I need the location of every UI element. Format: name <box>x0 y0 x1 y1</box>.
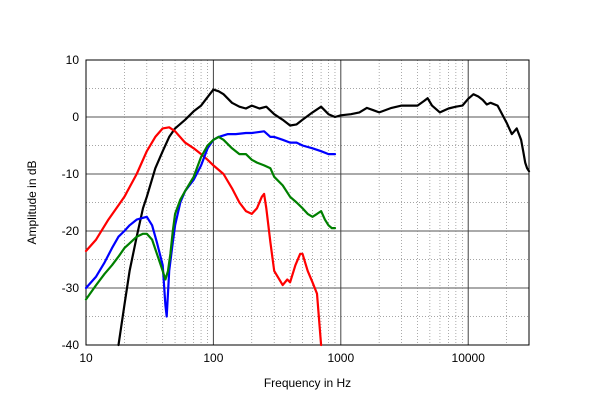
x-axis-label: Frequency in Hz <box>264 376 351 390</box>
y-tick-label: 0 <box>72 110 79 124</box>
x-tick-label: 10000 <box>452 351 486 365</box>
plot-grid <box>86 60 529 345</box>
y-tick-label: -10 <box>62 167 80 181</box>
plot-frame <box>85 59 530 346</box>
series-line-4 <box>84 135 337 301</box>
y-axis-label: Amplitude in dB <box>25 160 39 244</box>
series-group <box>84 88 531 347</box>
x-tick-label: 1000 <box>327 351 354 365</box>
series-line-1 <box>117 88 531 347</box>
y-tick-label: -20 <box>62 224 80 238</box>
series-line-3 <box>84 130 337 318</box>
y-tick-label: 10 <box>66 53 80 67</box>
series-line-2 <box>84 126 323 347</box>
y-tick-label: -40 <box>62 338 80 352</box>
y-tick-label: -30 <box>62 281 80 295</box>
x-tick-label: 10 <box>79 351 93 365</box>
x-tick-label: 100 <box>203 351 223 365</box>
